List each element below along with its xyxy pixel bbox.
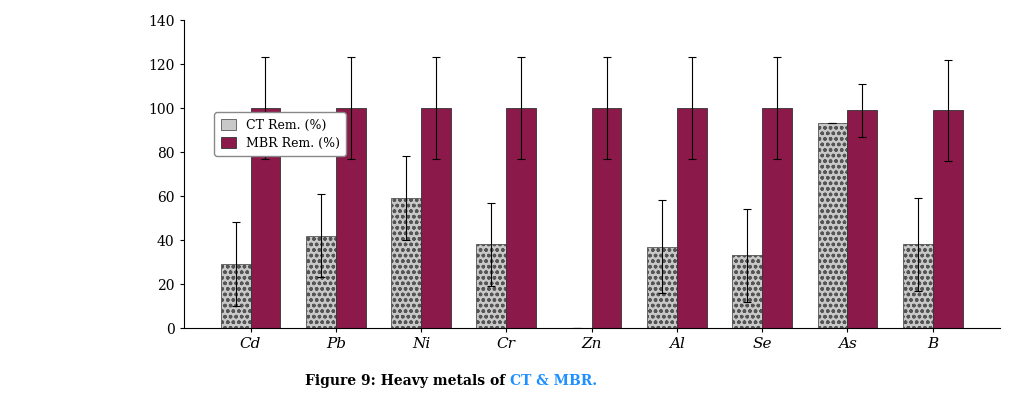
Bar — [306, 236, 335, 328]
Legend: CT Rem. (%), MBR Rem. (%): CT Rem. (%), MBR Rem. (%) — [214, 112, 345, 156]
Bar — [335, 108, 365, 328]
Bar — [646, 246, 677, 328]
Text: CT & MBR.: CT & MBR. — [510, 374, 596, 388]
Bar — [902, 244, 931, 328]
Bar — [251, 108, 280, 328]
Bar — [677, 108, 706, 328]
Bar — [732, 256, 761, 328]
Bar — [761, 108, 791, 328]
Bar — [421, 108, 450, 328]
Bar — [220, 264, 251, 328]
Bar — [391, 198, 421, 328]
Bar — [476, 244, 505, 328]
Bar — [505, 108, 536, 328]
Text: Figure 9: Heavy metals of: Figure 9: Heavy metals of — [305, 374, 510, 388]
Bar — [931, 110, 962, 328]
Bar — [847, 110, 876, 328]
Bar — [817, 124, 847, 328]
Bar — [591, 108, 621, 328]
